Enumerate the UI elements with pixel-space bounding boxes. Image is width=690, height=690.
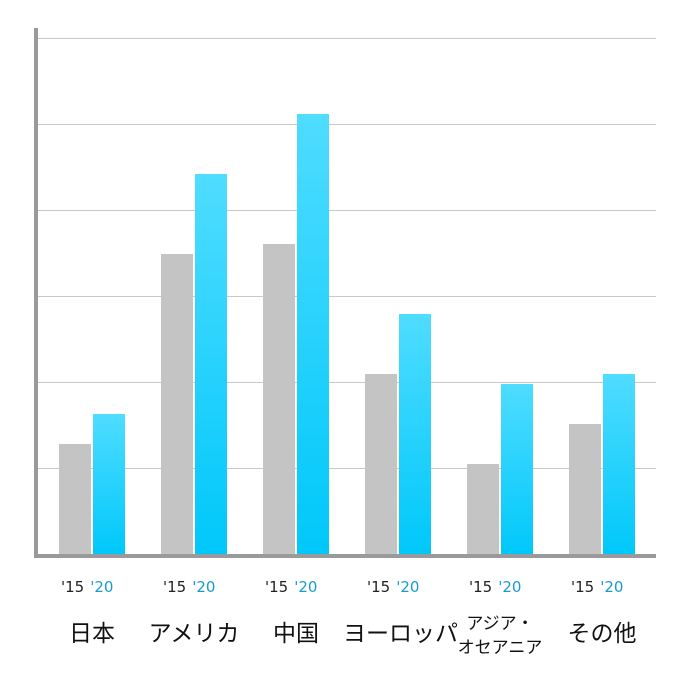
category-label: 中国 — [273, 621, 319, 647]
bar-2020 — [603, 374, 635, 554]
year-label-2015: '15 — [61, 578, 85, 596]
bar-2015 — [467, 464, 499, 554]
year-label-2020: '20 — [192, 578, 216, 596]
category-label: アジア・ オセアニア — [457, 614, 543, 658]
bar-2015 — [365, 374, 397, 554]
year-label-2020: '20 — [396, 578, 420, 596]
x-axis — [34, 554, 656, 558]
gridline — [38, 210, 656, 211]
bar-2020 — [501, 384, 533, 554]
gridline — [38, 124, 656, 125]
y-axis — [34, 28, 38, 558]
gridline — [38, 38, 656, 39]
year-label-2015: '15 — [469, 578, 493, 596]
gridline — [38, 296, 656, 297]
category-label: その他 — [567, 621, 637, 647]
bar-2015 — [59, 444, 91, 554]
year-labels: '15 '20 — [265, 578, 317, 596]
year-label-2015: '15 — [265, 578, 289, 596]
category-label: アメリカ — [148, 621, 240, 647]
gridline — [38, 468, 656, 469]
bar-2015 — [263, 244, 295, 554]
year-label-2015: '15 — [163, 578, 187, 596]
year-labels: '15 '20 — [61, 578, 113, 596]
year-labels: '15 '20 — [367, 578, 419, 596]
year-label-2020: '20 — [294, 578, 318, 596]
year-label-2020: '20 — [498, 578, 522, 596]
year-label-2020: '20 — [600, 578, 624, 596]
year-label-2020: '20 — [90, 578, 114, 596]
bar-2015 — [161, 254, 193, 554]
year-label-2015: '15 — [367, 578, 391, 596]
year-labels: '15 '20 — [469, 578, 521, 596]
bar-2020 — [399, 314, 431, 554]
year-label-2015: '15 — [571, 578, 595, 596]
bar-2020 — [195, 174, 227, 554]
bar-2015 — [569, 424, 601, 554]
category-label: 日本 — [69, 621, 115, 647]
bar-2020 — [93, 414, 125, 554]
bar-2020 — [297, 114, 329, 554]
year-labels: '15 '20 — [163, 578, 215, 596]
year-labels: '15 '20 — [571, 578, 623, 596]
category-label: ヨーロッパ — [343, 621, 458, 647]
gridline — [38, 382, 656, 383]
